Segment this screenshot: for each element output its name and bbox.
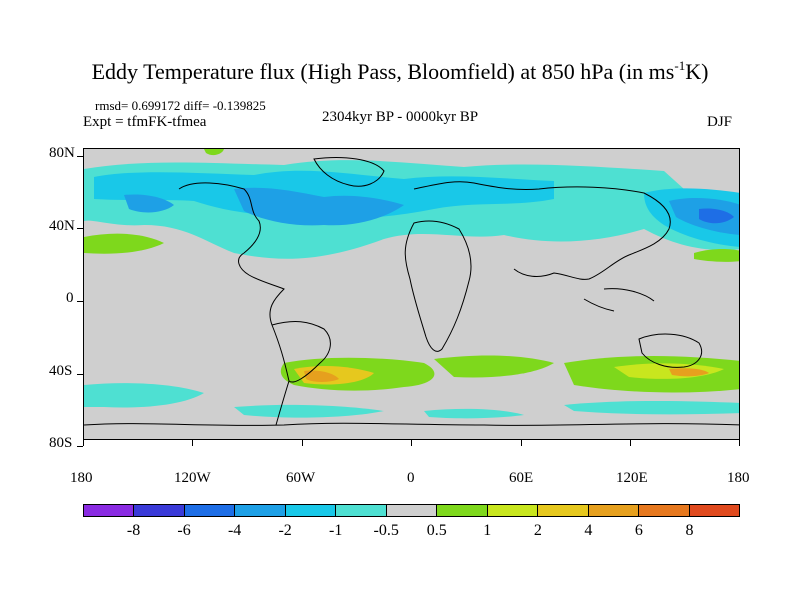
lon-tick [302, 440, 303, 446]
colorbar-label: -4 [227, 522, 242, 539]
colorbar-swatch [639, 505, 690, 516]
colorbar-label: -1 [329, 522, 343, 539]
colorbar-label: -0.5 [373, 522, 399, 539]
lon-tick [630, 440, 631, 446]
positive-bands [84, 149, 739, 419]
lon-tick [83, 440, 84, 446]
colorbar-label: -6 [177, 522, 191, 539]
lon-label-180w: 180 [70, 470, 93, 486]
colorbar-swatch [285, 505, 337, 516]
experiment-label: Expt = tfmFK-tfmea [83, 114, 207, 130]
period-label: 2304kyr BP - 0000kyr BP [322, 109, 479, 125]
lat-tick [77, 301, 83, 302]
colorbar-swatch [538, 505, 589, 516]
colorbar [83, 504, 740, 517]
colorbar-label: -2 [278, 522, 292, 539]
map-field [84, 149, 739, 426]
nh-negative-bands [84, 160, 739, 259]
lon-label-120w: 120W [174, 470, 211, 486]
lat-tick [77, 374, 83, 375]
colorbar-label: 4 [584, 522, 593, 539]
lon-tick [739, 440, 740, 446]
lon-tick [411, 440, 412, 446]
colorbar-swatch [437, 505, 488, 516]
colorbar-label: 1 [483, 522, 492, 539]
lon-label-0: 0 [407, 470, 415, 486]
colorbar-label: 8 [685, 522, 694, 539]
lat-label-40s: 40S [49, 363, 73, 379]
lon-label-60e: 60E [509, 470, 534, 486]
colorbar-swatch [134, 505, 185, 516]
lon-label-120e: 120E [616, 470, 648, 486]
lat-label-80n: 80N [49, 145, 75, 161]
colorbar-label: 2 [533, 522, 542, 539]
colorbar-swatch [184, 505, 236, 516]
colorbar-swatch [386, 505, 438, 516]
lat-label-0: 0 [66, 290, 74, 306]
season-label: DJF [707, 114, 733, 130]
colorbar-swatch [689, 505, 740, 516]
map-panel [83, 148, 740, 440]
coastlines [84, 157, 739, 426]
stats-label: rmsd= 0.699172 diff= -0.139825 [95, 98, 266, 113]
colorbar-swatch [84, 505, 135, 516]
chart-title: Eddy Temperature flux (High Pass, Bloomf… [91, 58, 709, 84]
colorbar-swatch [588, 505, 640, 516]
lat-label-40n: 40N [49, 218, 75, 234]
lon-tick [521, 440, 522, 446]
lon-label-60w: 60W [286, 470, 316, 486]
lat-label-80s: 80S [49, 435, 73, 451]
lon-label-180e: 180 [727, 470, 750, 486]
colorbar-label: 0.5 [426, 522, 447, 539]
lat-tick [77, 228, 83, 229]
colorbar-label: 6 [634, 522, 643, 539]
colorbar-swatch [487, 505, 539, 516]
lat-tick [77, 156, 83, 157]
colorbar-swatch [336, 505, 387, 516]
colorbar-swatch [235, 505, 286, 516]
colorbar-label: -8 [126, 522, 141, 539]
lon-tick [192, 440, 193, 446]
lat-tick [77, 446, 83, 447]
